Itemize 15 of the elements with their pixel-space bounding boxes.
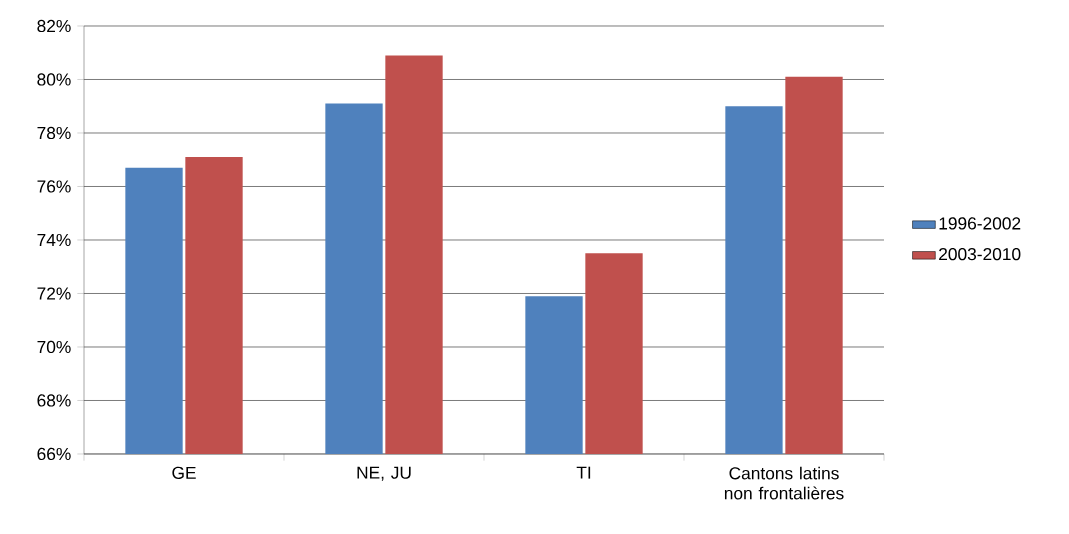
y-tick-label: 74% xyxy=(37,233,71,247)
y-tick-label: 82% xyxy=(37,19,71,33)
y-tick-label: 66% xyxy=(37,447,71,461)
legend-label: 2003-2010 xyxy=(939,247,1021,261)
y-tick-label: 78% xyxy=(37,126,71,140)
x-tick-label: TI xyxy=(576,466,591,479)
x-tick-label: GE xyxy=(172,466,196,479)
y-tick-label: 80% xyxy=(37,73,71,86)
y-tick-label: 72% xyxy=(37,287,71,300)
y-tick-label: 68% xyxy=(37,394,71,407)
y-tick-label: 76% xyxy=(37,180,71,193)
legend-label: 1996-2002 xyxy=(939,217,1021,230)
x-tick-label: NE, JU xyxy=(357,466,411,481)
x-tick-label: Cantons latins non frontalières xyxy=(724,466,844,500)
y-tick-label: 70% xyxy=(37,340,71,354)
